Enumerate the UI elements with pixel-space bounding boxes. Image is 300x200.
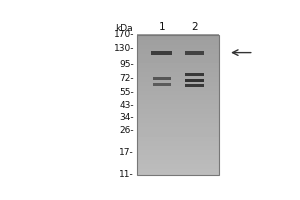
Text: 170-: 170- bbox=[113, 30, 134, 39]
Bar bbox=[153, 83, 171, 86]
Bar bbox=[185, 51, 204, 55]
Text: 43-: 43- bbox=[119, 101, 134, 110]
Text: 2: 2 bbox=[191, 22, 198, 32]
Text: 17-: 17- bbox=[119, 148, 134, 157]
Text: 95-: 95- bbox=[119, 60, 134, 69]
Text: 34-: 34- bbox=[119, 113, 134, 122]
Text: 26-: 26- bbox=[119, 126, 134, 135]
Text: 55-: 55- bbox=[119, 88, 134, 97]
Text: kDa: kDa bbox=[115, 24, 133, 33]
Bar bbox=[151, 51, 172, 55]
Text: 1: 1 bbox=[159, 22, 165, 32]
Bar bbox=[137, 35, 219, 175]
Bar bbox=[153, 77, 171, 80]
Bar bbox=[185, 79, 204, 82]
Bar bbox=[185, 84, 204, 87]
Text: 72-: 72- bbox=[119, 74, 134, 83]
Text: 130-: 130- bbox=[113, 44, 134, 53]
Text: 11-: 11- bbox=[119, 170, 134, 179]
Bar bbox=[185, 73, 204, 76]
